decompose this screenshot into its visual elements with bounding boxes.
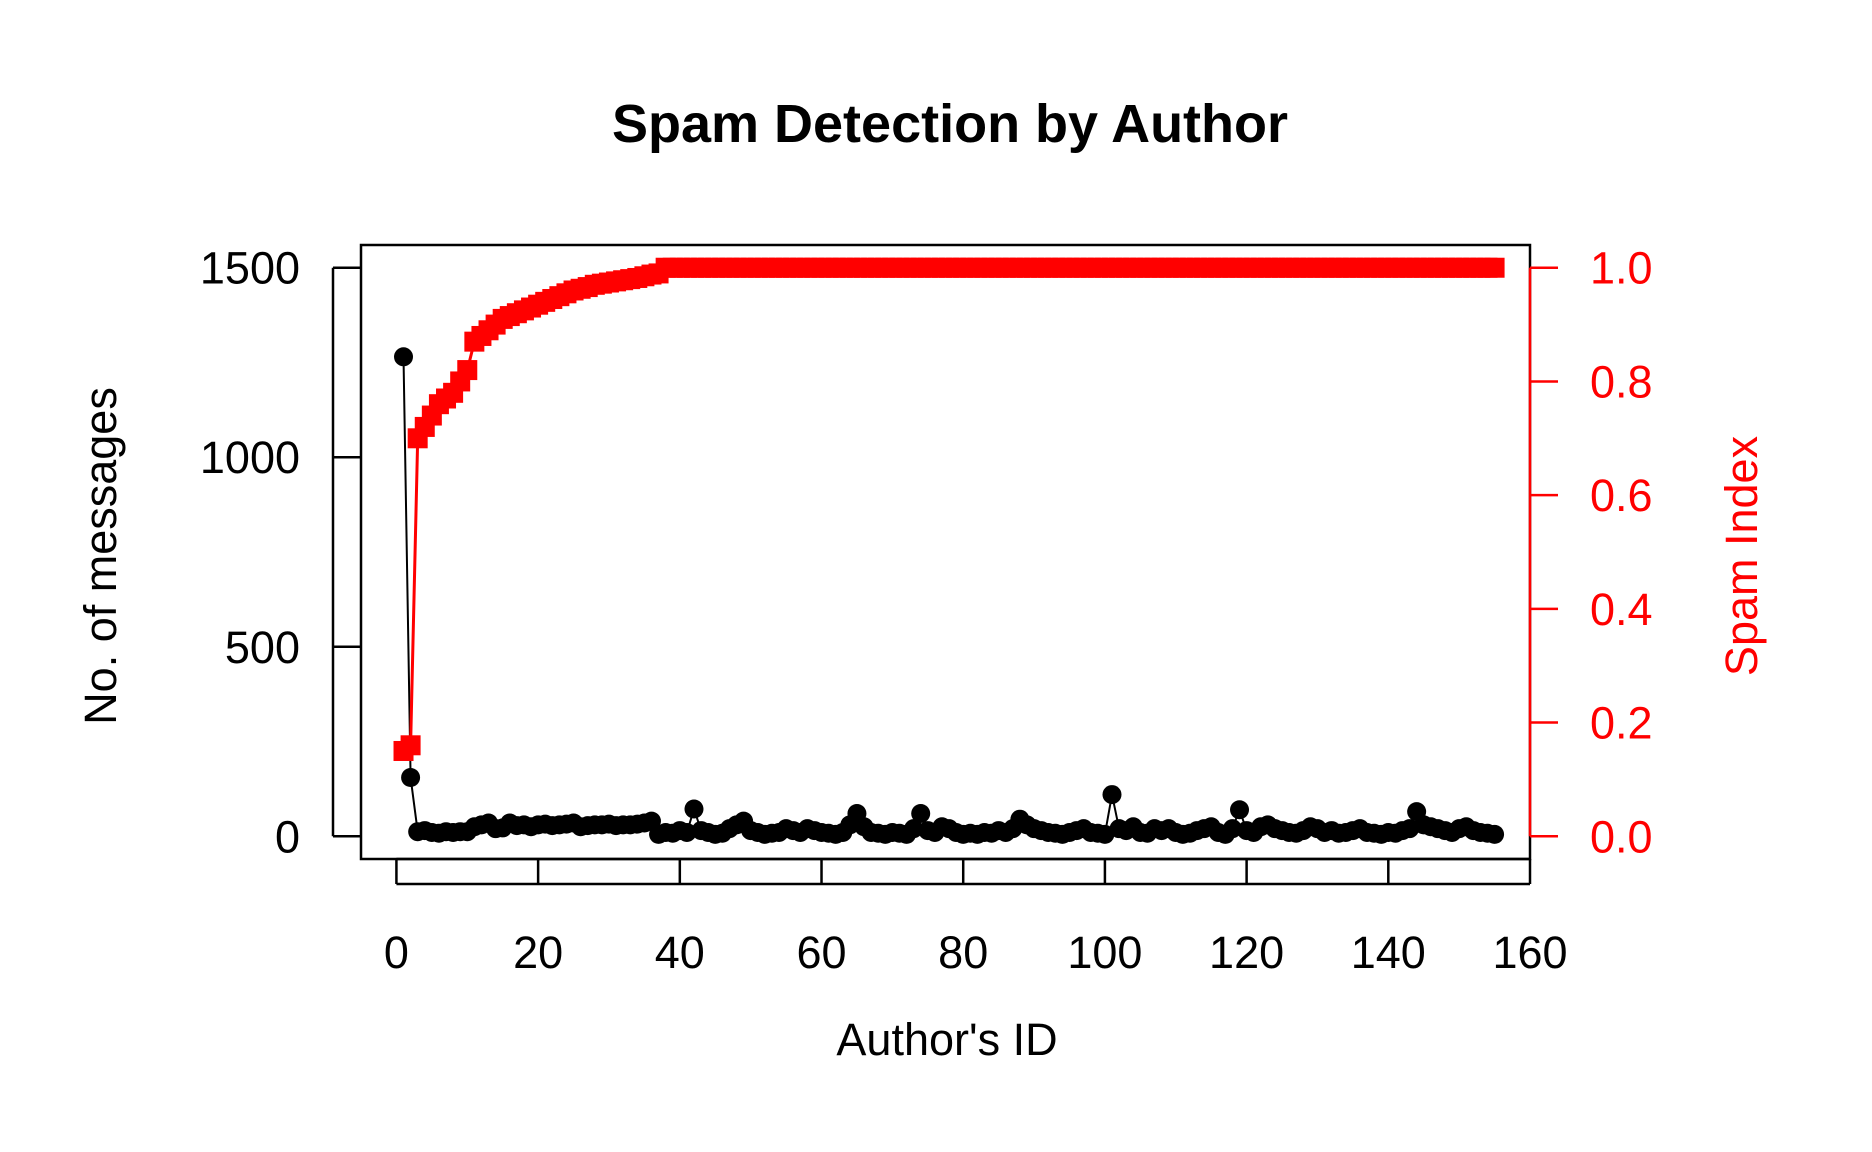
plot-area: [359, 243, 1532, 861]
x-tick-label: 160: [1492, 927, 1567, 978]
x-tick-label: 20: [513, 927, 563, 978]
y2-axis-label: Spam Index: [1716, 435, 1767, 676]
x-tick-label: 60: [796, 927, 846, 978]
message-point: [684, 799, 704, 819]
x-tick-label: 100: [1067, 927, 1142, 978]
messages-series: [394, 347, 1505, 844]
spam-index-point: [457, 360, 478, 381]
y-axis: 0 500 1000 1500: [200, 243, 361, 862]
y2-axis: 0.0 0.2 0.4 0.6 0.8 1.0: [1528, 243, 1653, 862]
y2-tick-label: 0.4: [1590, 584, 1653, 635]
spam-index-line: [402, 266, 1495, 753]
x-tick-label: 140: [1351, 927, 1426, 978]
message-point: [1102, 785, 1122, 805]
message-point: [1222, 819, 1242, 839]
message-point: [677, 822, 697, 842]
x-axis-label: Author's ID: [836, 1014, 1057, 1065]
message-point: [394, 347, 414, 367]
y2-tick-label: 0.8: [1590, 356, 1653, 407]
y-axis-label: No. of messages: [75, 387, 126, 725]
y2-tick-label: 0.2: [1590, 698, 1653, 749]
y-tick-label: 1000: [200, 432, 300, 483]
x-tick-label: 80: [938, 927, 988, 978]
y-tick-label: 500: [225, 622, 300, 673]
x-tick-label: 120: [1209, 927, 1284, 978]
spam-index-series: [393, 257, 1505, 761]
x-tick-label: 0: [384, 927, 409, 978]
x-axis: 0 20 40 60 80 100 120 140 160: [384, 857, 1568, 978]
y2-tick-label: 0.6: [1590, 470, 1653, 521]
y-tick-label: 1500: [200, 243, 300, 294]
message-point: [911, 804, 931, 824]
message-point: [1230, 800, 1250, 820]
messages-line: [402, 356, 1495, 836]
spam-index-point: [400, 735, 421, 756]
y-tick-label: 0: [275, 811, 300, 862]
spam-index-point: [1484, 257, 1505, 278]
message-point: [904, 819, 924, 839]
message-point: [1485, 824, 1505, 844]
chart-title: Spam Detection by Author: [612, 94, 1288, 154]
message-point: [401, 768, 421, 788]
y2-tick-label: 0.0: [1590, 811, 1653, 862]
y2-tick-label: 1.0: [1590, 243, 1653, 294]
x-tick-label: 40: [655, 927, 705, 978]
